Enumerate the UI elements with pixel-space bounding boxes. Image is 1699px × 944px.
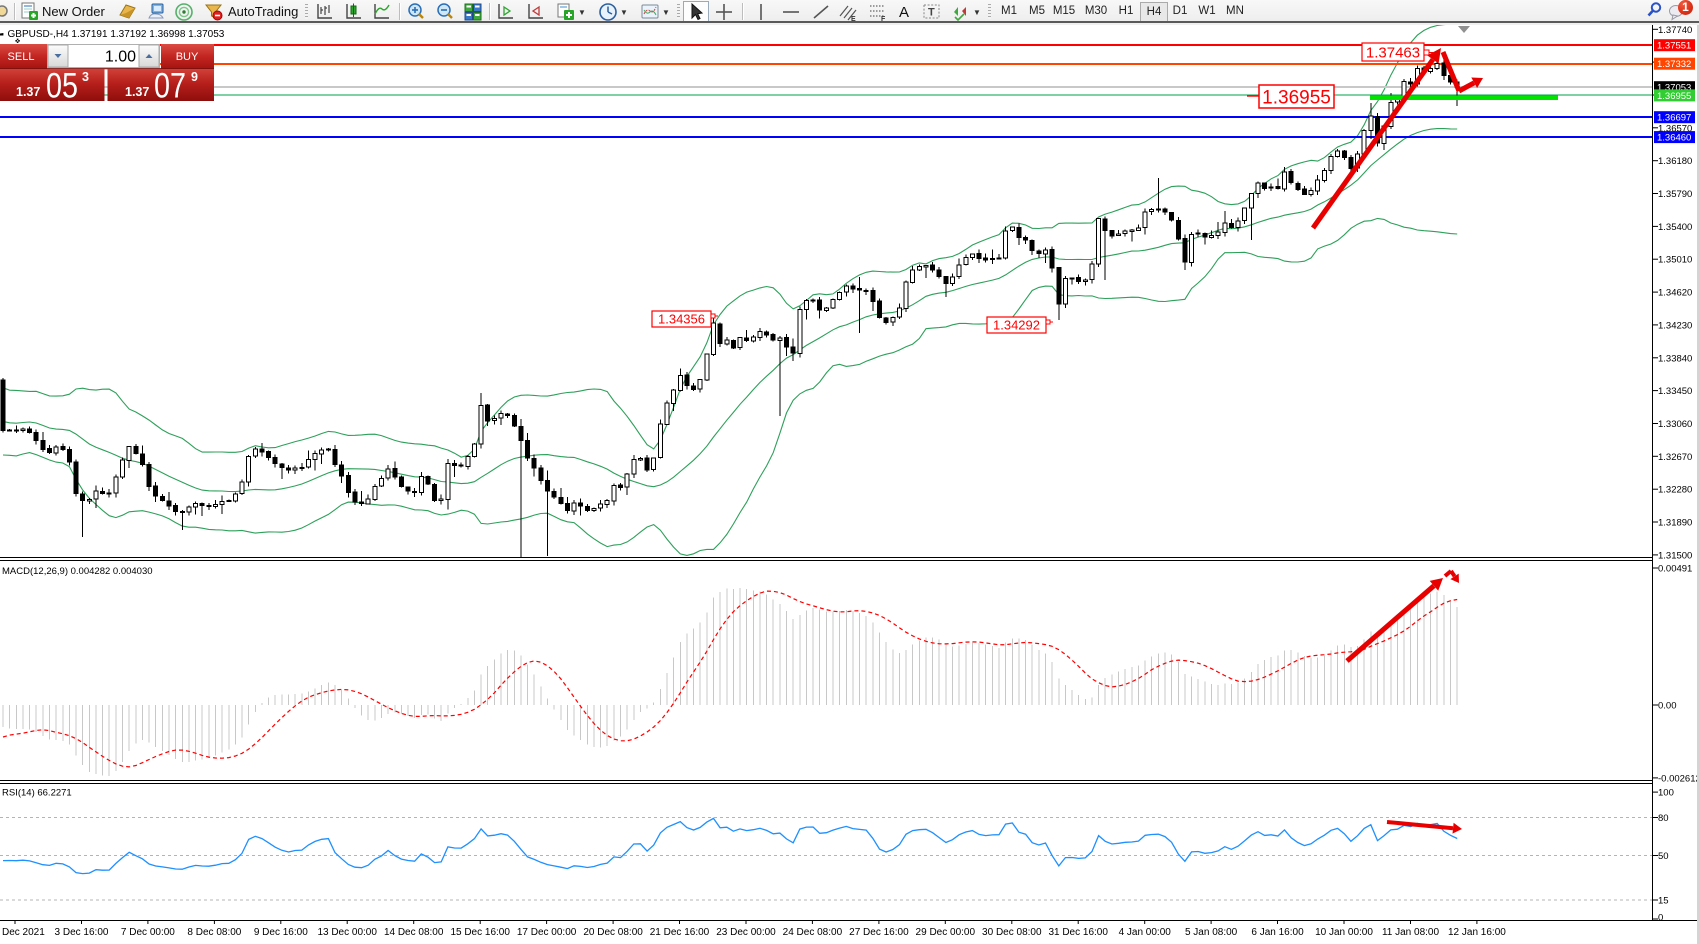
svg-text:7 Dec 00:00: 7 Dec 00:00 xyxy=(121,927,175,938)
svg-text:23 Dec 00:00: 23 Dec 00:00 xyxy=(716,927,776,938)
svg-text:-0.002612: -0.002612 xyxy=(1658,773,1699,784)
svg-text:1.37463: 1.37463 xyxy=(1366,44,1420,61)
svg-text:1.36570: 1.36570 xyxy=(1658,123,1692,134)
svg-text:1.33060: 1.33060 xyxy=(1658,419,1692,430)
svg-text:21 Dec 16:00: 21 Dec 16:00 xyxy=(650,927,710,938)
svg-text:10 Jan 00:00: 10 Jan 00:00 xyxy=(1315,927,1373,938)
svg-text:0.00: 0.00 xyxy=(1658,701,1677,712)
svg-text:50: 50 xyxy=(1658,851,1669,862)
svg-text:1.33840: 1.33840 xyxy=(1658,353,1692,364)
svg-text:1.35790: 1.35790 xyxy=(1658,189,1692,200)
svg-text:RSI(14) 66.2271: RSI(14) 66.2271 xyxy=(2,788,72,799)
svg-text:1.33450: 1.33450 xyxy=(1658,386,1692,397)
svg-text:E: E xyxy=(851,16,856,22)
svg-text:1.31890: 1.31890 xyxy=(1658,518,1692,529)
svg-text:1.37: 1.37 xyxy=(125,85,149,99)
svg-text:11 Jan 08:00: 11 Jan 08:00 xyxy=(1382,927,1440,938)
svg-text:1.35010: 1.35010 xyxy=(1658,255,1692,266)
svg-text:1.34230: 1.34230 xyxy=(1658,320,1692,331)
svg-text:1.37332: 1.37332 xyxy=(1657,59,1691,70)
svg-text:1.34292: 1.34292 xyxy=(993,318,1040,333)
svg-text:1.36955: 1.36955 xyxy=(1262,87,1331,108)
svg-text:31 Dec 16:00: 31 Dec 16:00 xyxy=(1048,927,1108,938)
svg-text:80: 80 xyxy=(1658,813,1669,824)
svg-text:1.31500: 1.31500 xyxy=(1658,550,1692,561)
svg-text:1.34620: 1.34620 xyxy=(1658,288,1692,299)
svg-text:1.36460: 1.36460 xyxy=(1657,133,1691,144)
svg-text:100: 100 xyxy=(1658,788,1674,799)
svg-text:1.37551: 1.37551 xyxy=(1657,41,1691,52)
svg-text:3 Dec 16:00: 3 Dec 16:00 xyxy=(55,927,109,938)
svg-text:4 Jan 00:00: 4 Jan 00:00 xyxy=(1119,927,1172,938)
svg-text:1.37053: 1.37053 xyxy=(1657,83,1691,94)
svg-text:GBPUSD-,H4 1.37191 1.37192 1.: GBPUSD-,H4 1.37191 1.37192 1.36998 1.370… xyxy=(8,29,225,40)
svg-text:1.00: 1.00 xyxy=(105,49,136,66)
svg-text:1.32280: 1.32280 xyxy=(1658,485,1692,496)
svg-text:14 Dec 08:00: 14 Dec 08:00 xyxy=(384,927,444,938)
svg-text:9 Dec 16:00: 9 Dec 16:00 xyxy=(254,927,308,938)
svg-text:5 Jan 08:00: 5 Jan 08:00 xyxy=(1185,927,1238,938)
svg-text:1.36955: 1.36955 xyxy=(1657,91,1691,102)
svg-text:1.36697: 1.36697 xyxy=(1657,113,1691,124)
svg-text:T: T xyxy=(928,7,935,19)
svg-text:1.36180: 1.36180 xyxy=(1658,156,1692,167)
svg-text:Dec 2021: Dec 2021 xyxy=(2,927,45,938)
svg-text:MACD(12,26,9) 0.004282 0.00403: MACD(12,26,9) 0.004282 0.004030 xyxy=(2,566,153,577)
svg-text:29 Dec 00:00: 29 Dec 00:00 xyxy=(916,927,976,938)
svg-text:17 Dec 00:00: 17 Dec 00:00 xyxy=(517,927,577,938)
svg-text:SELL: SELL xyxy=(8,51,35,63)
svg-text:6 Jan 16:00: 6 Jan 16:00 xyxy=(1251,927,1304,938)
svg-text:30 Dec 08:00: 30 Dec 08:00 xyxy=(982,927,1042,938)
svg-text:20 Dec 08:00: 20 Dec 08:00 xyxy=(583,927,643,938)
svg-text:15: 15 xyxy=(1658,896,1669,907)
svg-text:F: F xyxy=(881,16,886,22)
svg-text:0.00491: 0.00491 xyxy=(1658,564,1692,575)
svg-text:24 Dec 08:00: 24 Dec 08:00 xyxy=(783,927,843,938)
svg-text:27 Dec 16:00: 27 Dec 16:00 xyxy=(849,927,909,938)
svg-text:3: 3 xyxy=(82,70,89,84)
svg-text:13 Dec 00:00: 13 Dec 00:00 xyxy=(317,927,377,938)
svg-text:1.37740: 1.37740 xyxy=(1658,25,1692,36)
svg-text:0: 0 xyxy=(1658,913,1663,924)
svg-text:9: 9 xyxy=(191,70,198,84)
svg-text:1.32670: 1.32670 xyxy=(1658,452,1692,463)
svg-text:12 Jan 16:00: 12 Jan 16:00 xyxy=(1448,927,1506,938)
svg-text:07: 07 xyxy=(154,67,186,106)
svg-text:BUY: BUY xyxy=(176,51,199,63)
svg-text:1.35400: 1.35400 xyxy=(1658,222,1692,233)
svg-text:1.34356: 1.34356 xyxy=(658,312,705,327)
svg-text:8 Dec 08:00: 8 Dec 08:00 xyxy=(187,927,241,938)
svg-text:1.37: 1.37 xyxy=(16,85,40,99)
svg-text:15 Dec 16:00: 15 Dec 16:00 xyxy=(450,927,510,938)
svg-text:05: 05 xyxy=(46,67,78,106)
